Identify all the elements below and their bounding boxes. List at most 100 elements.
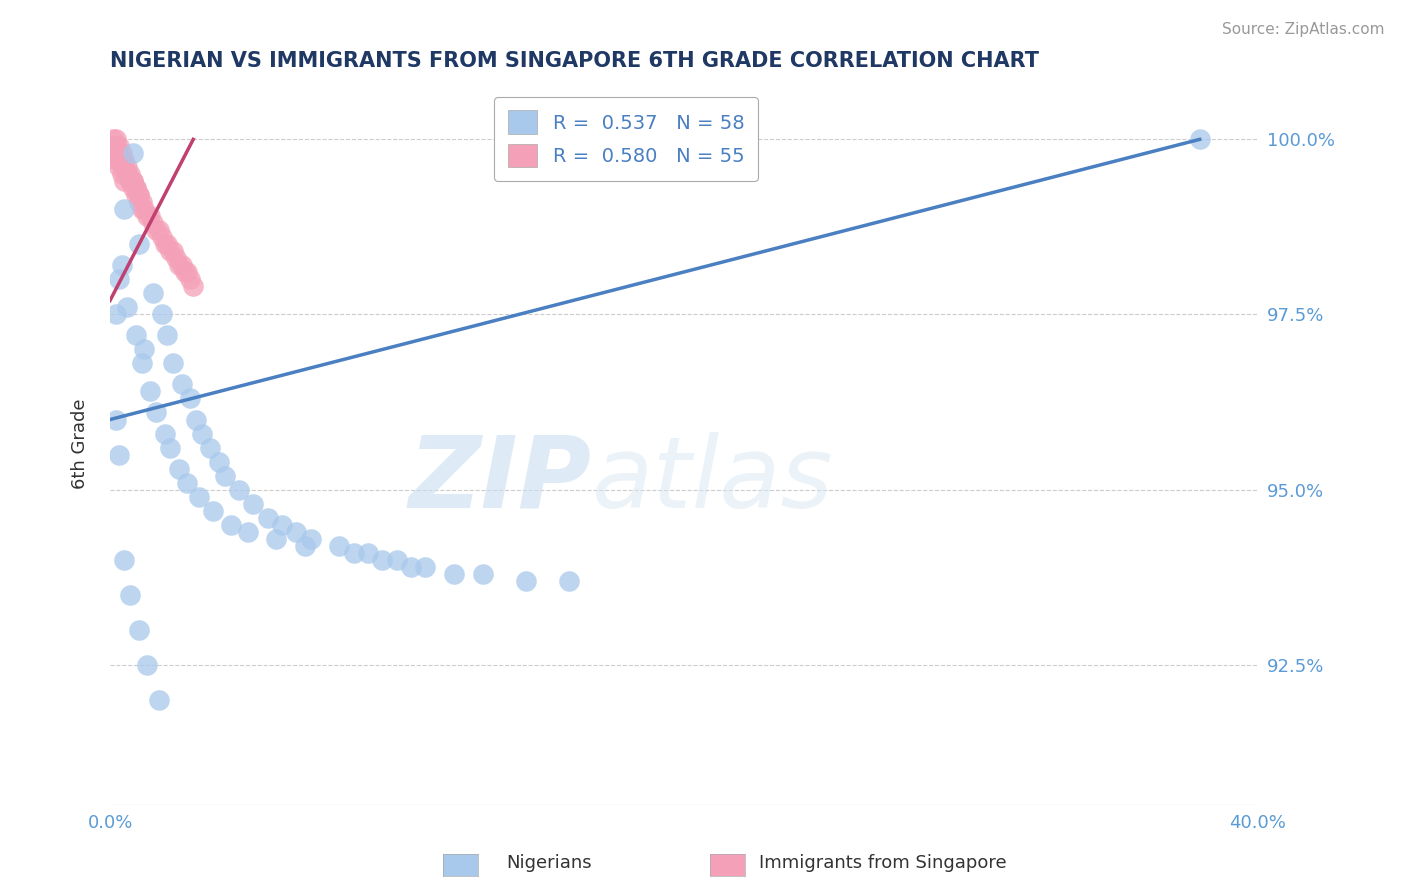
Point (122, 174, 145, 188)
Point (285, 524, 308, 539)
Point (101, 132, 124, 146)
Point (371, 552, 394, 566)
Point (128, 195, 150, 210)
Point (101, 146, 124, 161)
Point (188, 490, 211, 504)
Point (112, 174, 135, 188)
Point (128, 188, 150, 202)
Point (165, 252, 187, 266)
Point (117, 161, 139, 175)
Point (399, 559, 422, 574)
Point (176, 265, 198, 279)
Point (139, 384, 162, 399)
Point (179, 392, 201, 406)
Point (120, 588, 142, 602)
Point (343, 545, 366, 559)
Point (266, 532, 288, 546)
Point (443, 566, 465, 581)
Point (112, 161, 135, 175)
Point (131, 195, 153, 210)
Point (120, 174, 142, 188)
Point (167, 461, 190, 475)
Point (200, 441, 222, 455)
Point (1188, 132, 1211, 146)
Point (131, 202, 153, 217)
Point (256, 510, 278, 524)
Point (125, 181, 148, 195)
Point (117, 168, 139, 182)
Point (162, 356, 184, 370)
Point (170, 377, 193, 392)
Point (179, 272, 201, 286)
Point (125, 188, 148, 202)
Point (107, 139, 129, 153)
Point (228, 483, 250, 497)
Point (136, 657, 159, 672)
Point (104, 139, 127, 153)
Point (110, 153, 132, 168)
Point (153, 237, 176, 252)
Point (150, 308, 173, 322)
Point (170, 259, 193, 273)
Point (104, 153, 127, 168)
Point (107, 272, 129, 286)
Point (136, 210, 159, 224)
Point (134, 202, 156, 217)
Point (120, 174, 142, 188)
Text: NIGERIAN VS IMMIGRANTS FROM SINGAPORE 6TH GRADE CORRELATION CHART: NIGERIAN VS IMMIGRANTS FROM SINGAPORE 6T… (110, 51, 1039, 70)
Point (134, 343, 156, 357)
Point (101, 139, 124, 153)
Point (357, 545, 380, 559)
Legend: R =  0.537   N = 58, R =  0.580   N = 55: R = 0.537 N = 58, R = 0.580 N = 55 (495, 96, 758, 181)
Point (142, 216, 165, 230)
Point (101, 139, 124, 153)
Point (294, 539, 316, 553)
Point (219, 517, 242, 532)
Point (208, 454, 231, 468)
Point (558, 574, 581, 588)
Text: ZIP: ZIP (409, 432, 592, 529)
Point (110, 153, 132, 168)
Point (112, 161, 135, 175)
Point (139, 210, 162, 224)
Point (471, 566, 494, 581)
Point (107, 146, 129, 161)
Point (271, 517, 294, 532)
Point (125, 181, 148, 195)
Point (148, 692, 170, 706)
Point (128, 188, 150, 202)
Point (117, 301, 139, 315)
Point (242, 497, 264, 511)
Point (153, 426, 176, 441)
Y-axis label: 6th Grade: 6th Grade (72, 399, 89, 490)
Point (145, 223, 167, 237)
Text: Nigerians: Nigerians (506, 855, 592, 872)
Point (159, 441, 181, 455)
Point (128, 237, 150, 252)
Point (104, 412, 127, 426)
Point (110, 146, 132, 161)
Point (122, 146, 145, 161)
Point (191, 426, 214, 441)
Point (110, 259, 132, 273)
Point (145, 405, 167, 419)
Point (181, 279, 204, 293)
Point (159, 244, 181, 259)
Point (107, 448, 129, 462)
Point (128, 623, 150, 637)
Point (107, 153, 129, 168)
Point (156, 328, 179, 343)
Text: Source: ZipAtlas.com: Source: ZipAtlas.com (1222, 22, 1385, 37)
Point (104, 146, 127, 161)
Point (112, 552, 135, 566)
Point (117, 168, 139, 182)
Point (104, 132, 127, 146)
Point (131, 356, 153, 370)
Point (156, 237, 179, 252)
Point (112, 153, 135, 168)
Point (202, 503, 225, 517)
Point (385, 552, 408, 566)
Point (328, 539, 350, 553)
Point (150, 230, 173, 244)
Point (104, 308, 127, 322)
